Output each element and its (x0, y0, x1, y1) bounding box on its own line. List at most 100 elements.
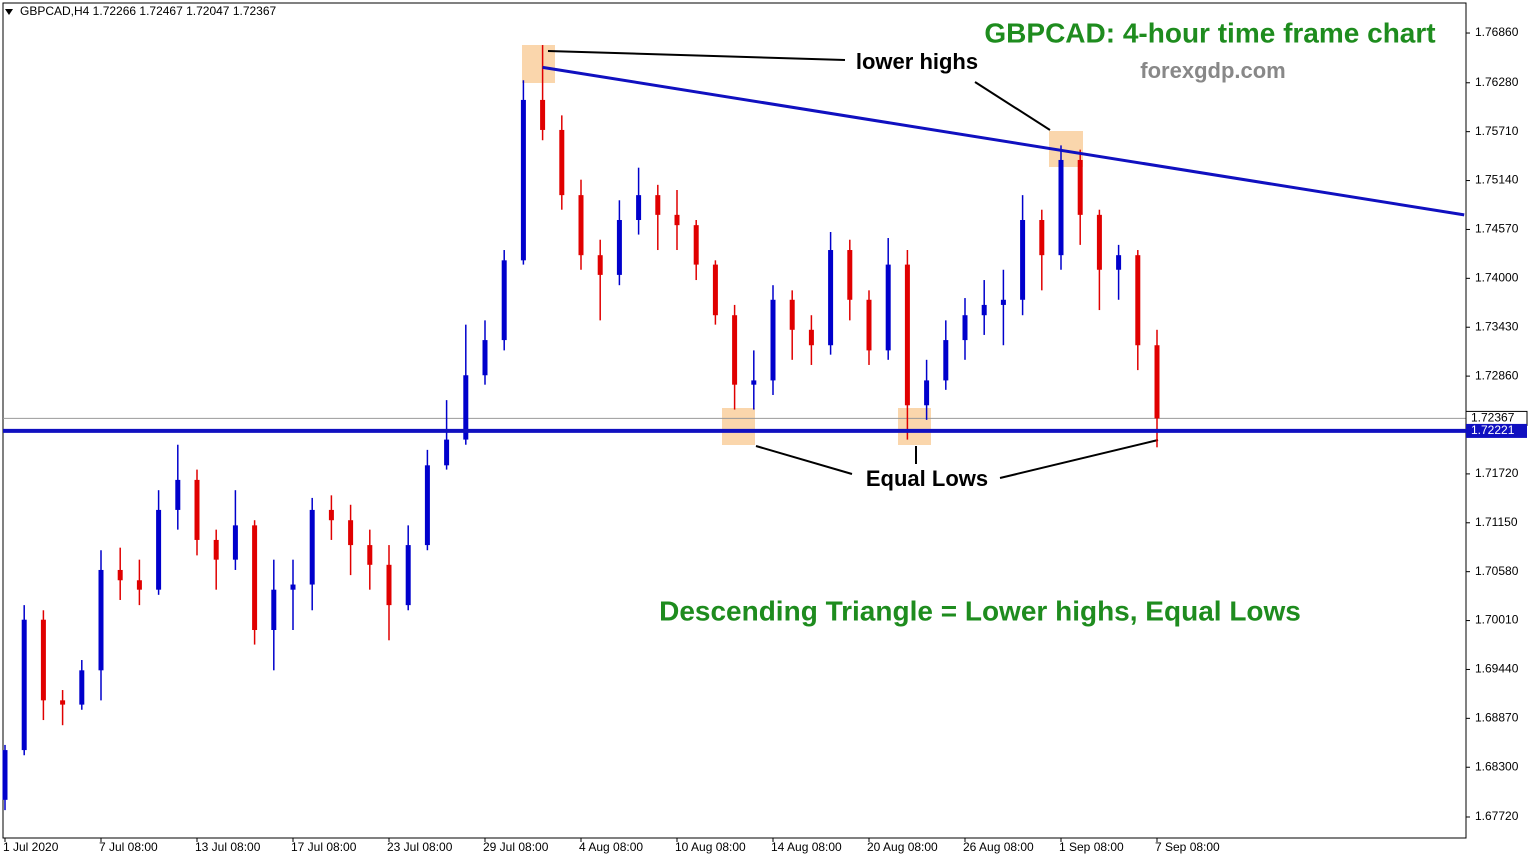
candle-body (636, 195, 642, 221)
candles (2, 45, 1160, 811)
candle-body (252, 525, 258, 631)
candle-body (540, 99, 546, 130)
candle-body (1096, 214, 1102, 270)
pointer (547, 50, 846, 61)
candle-body (290, 584, 296, 590)
candle-body (828, 250, 834, 346)
annotation-pointers (547, 50, 1159, 479)
x-tick-label: 10 Aug 08:00 (675, 840, 746, 854)
support-price-label: 1.72221 (1471, 423, 1515, 437)
candle-body (21, 619, 27, 751)
candle-body (1154, 345, 1160, 419)
candle-body (520, 99, 526, 261)
candle-body (175, 479, 181, 510)
candle-body (79, 670, 85, 705)
candle-body (616, 220, 622, 275)
annotation: Descending Triangle = Lower highs, Equal… (659, 595, 1301, 626)
x-tick-label: 7 Jul 08:00 (99, 840, 158, 854)
candle-body (98, 569, 104, 671)
candle-body (885, 264, 891, 351)
candle-body (732, 315, 738, 385)
candle-body (904, 264, 910, 406)
candle-body (559, 129, 565, 196)
candle-body (655, 195, 661, 215)
y-tick-label: 1.74000 (1475, 271, 1519, 285)
candle-body (2, 750, 8, 800)
candle-body (424, 465, 430, 546)
y-tick-label: 1.76280 (1475, 75, 1519, 89)
candle-body (1135, 255, 1141, 346)
y-tick-label: 1.68300 (1475, 759, 1519, 773)
candle-body (1020, 220, 1026, 300)
y-tick-label: 1.75710 (1475, 124, 1519, 138)
candle-body (847, 250, 853, 300)
candle-body (463, 375, 469, 440)
annotation: Equal Lows (866, 466, 988, 491)
y-tick-label: 1.69440 (1475, 662, 1519, 676)
highlight-box (722, 408, 755, 445)
chart-header: GBPCAD,H4 1.72266 1.72467 1.72047 1.7236… (20, 4, 277, 18)
candle-body (674, 214, 680, 226)
x-tick-label: 1 Jul 2020 (3, 840, 59, 854)
candle-body (962, 315, 968, 341)
y-tick-label: 1.68870 (1475, 711, 1519, 725)
highlight-boxes (522, 45, 1083, 445)
x-tick-label: 13 Jul 08:00 (195, 840, 261, 854)
chart-title: GBPCAD: 4-hour time frame chart (984, 17, 1435, 48)
x-tick-label: 7 Sep 08:00 (1155, 840, 1220, 854)
candle-body (808, 329, 814, 346)
y-tick-label: 1.72860 (1475, 368, 1519, 382)
candle-body (348, 520, 354, 546)
current-price-label: 1.72367 (1471, 411, 1515, 425)
y-tick-label: 1.74570 (1475, 222, 1519, 236)
y-tick-label: 1.71150 (1475, 515, 1518, 529)
trendline (542, 65, 1465, 217)
candle-body (1077, 159, 1083, 215)
highlight-box (898, 408, 931, 445)
y-tick-label: 1.76860 (1475, 25, 1519, 39)
candle-body (40, 619, 46, 701)
x-tick-label: 29 Jul 08:00 (483, 840, 549, 854)
x-tick-label: 20 Aug 08:00 (867, 840, 938, 854)
pointer (755, 445, 853, 475)
candle-body (943, 340, 949, 381)
candle-body (386, 564, 392, 606)
chart-subtitle: forexgdp.com (1140, 58, 1285, 83)
candle-body (751, 380, 757, 385)
x-tick-label: 23 Jul 08:00 (387, 840, 453, 854)
y-tick-label: 1.70010 (1475, 613, 1519, 627)
menu-arrow[interactable] (5, 9, 13, 15)
candle-body (693, 225, 699, 265)
candle-body (578, 195, 584, 256)
candle-body (981, 304, 987, 316)
x-tick-label: 4 Aug 08:00 (579, 840, 643, 854)
x-tick-label: 17 Jul 08:00 (291, 840, 357, 854)
candle-body (1000, 299, 1006, 305)
candle-body (924, 380, 930, 406)
candle-body (1039, 220, 1045, 256)
candle-body (232, 525, 238, 560)
candle-body (194, 479, 200, 540)
candle-body (309, 509, 315, 585)
support-price-box (1466, 423, 1527, 438)
candle-body (405, 545, 411, 606)
candle-body (60, 700, 66, 705)
candle-body (770, 299, 776, 381)
candle-body (597, 255, 603, 275)
candle-body (1058, 159, 1064, 256)
y-tick-label: 1.75140 (1475, 173, 1519, 187)
x-tick-label: 1 Sep 08:00 (1059, 840, 1124, 854)
pointer (974, 81, 1051, 131)
candle-body (789, 299, 795, 330)
pointer (999, 439, 1159, 479)
y-tick-label: 1.70580 (1475, 564, 1519, 578)
candle-body (117, 569, 123, 581)
candle-body (271, 589, 277, 631)
candle-body (1116, 255, 1122, 270)
candle-body (501, 260, 507, 341)
candle-body (482, 340, 488, 376)
x-tick-label: 26 Aug 08:00 (963, 840, 1034, 854)
y-tick-label: 1.67720 (1475, 809, 1519, 823)
candle-body (444, 439, 450, 466)
